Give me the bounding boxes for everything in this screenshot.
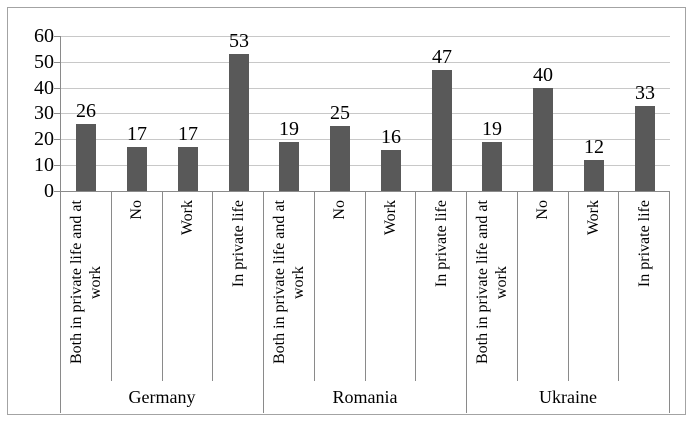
y-tick-label: 20: [34, 128, 54, 150]
category-cell: In private life: [213, 192, 263, 381]
gridline: [61, 62, 670, 63]
category-cell: In private life: [619, 192, 669, 381]
bar: [432, 70, 452, 191]
category-cell: No: [518, 192, 569, 381]
category-cell: Work: [366, 192, 417, 381]
gridline: [61, 165, 670, 166]
category-label: Work: [178, 200, 196, 236]
y-axis-tick: [54, 62, 60, 63]
bar: [482, 142, 502, 191]
country-label: Romania: [332, 386, 398, 407]
bar: [229, 54, 249, 191]
gridline: [61, 88, 670, 89]
category-label: Both in private life and at work: [67, 200, 104, 365]
bar: [584, 160, 604, 191]
x-axis-area: Both in private life and at work No Work In…: [60, 192, 670, 413]
category-cell: No: [315, 192, 366, 381]
y-tick-label: 50: [34, 51, 54, 73]
bar-value-label: 33: [635, 82, 655, 104]
category-label: In private life: [229, 200, 247, 288]
y-axis-tick: [54, 88, 60, 89]
plot-area: 26 17 17 53 19 25 16 47 19 40 12 33: [54, 31, 670, 192]
gridline: [61, 36, 670, 37]
category-label: Work: [381, 200, 399, 236]
bar-value-label: 26: [76, 100, 96, 122]
country-group: Both in private life and at work No Work In…: [467, 192, 670, 413]
bar: [533, 88, 553, 191]
category-cell: Work: [569, 192, 620, 381]
y-tick-label: 40: [34, 77, 54, 99]
bar-value-label: 19: [482, 118, 502, 140]
bar-value-label: 12: [584, 136, 604, 158]
category-cell: Work: [163, 192, 214, 381]
category-label: In private life: [635, 200, 653, 288]
bar-value-label: 19: [279, 118, 299, 140]
bar: [178, 147, 198, 191]
category-row: Both in private life and at work No Work In…: [467, 192, 669, 381]
bar: [279, 142, 299, 191]
bar-value-label: 53: [229, 30, 249, 52]
y-axis-tick: [54, 113, 60, 114]
bar-value-label: 17: [127, 123, 147, 145]
gridline: [61, 139, 670, 140]
bar-value-label: 25: [330, 102, 350, 124]
category-label: No: [331, 200, 349, 220]
category-cell: Both in private life and at work: [467, 192, 518, 381]
category-cell: No: [112, 192, 163, 381]
y-tick-label: 60: [34, 25, 54, 47]
y-axis-tick: [54, 191, 60, 192]
country-group: Both in private life and at work No Work In…: [61, 192, 264, 413]
country-label: Germany: [128, 386, 196, 407]
category-row: Both in private life and at work No Work In…: [61, 192, 263, 381]
category-cell: In private life: [416, 192, 466, 381]
category-cell: Both in private life and at work: [264, 192, 315, 381]
category-label: No: [128, 200, 146, 220]
bar-value-label: 16: [381, 126, 401, 148]
country-group: Both in private life and at work No Work In…: [264, 192, 467, 413]
y-axis-tick: [54, 139, 60, 140]
category-label: Both in private life and at work: [270, 200, 307, 365]
y-axis-tick: [54, 165, 60, 166]
bar-value-label: 40: [533, 64, 553, 86]
country-label: Ukraine: [539, 386, 597, 407]
bar: [330, 126, 350, 191]
bar-value-label: 47: [432, 46, 452, 68]
bar: [381, 150, 401, 191]
category-label: In private life: [432, 200, 450, 288]
bar: [635, 106, 655, 191]
gridline: [61, 113, 670, 114]
bar-value-label: 17: [178, 123, 198, 145]
bar: [127, 147, 147, 191]
chart-frame: 26 17 17 53 19 25 16 47 19 40 12 33 0 10 20 30 40 50 60 B…: [7, 7, 686, 415]
category-cell: Both in private life and at work: [61, 192, 112, 381]
category-label: Both in private life and at work: [473, 200, 510, 365]
bar: [76, 124, 96, 191]
category-label: Work: [584, 200, 602, 236]
category-label: No: [534, 200, 552, 220]
category-row: Both in private life and at work No Work In…: [264, 192, 466, 381]
y-tick-label: 30: [34, 102, 54, 124]
y-tick-label: 10: [34, 154, 54, 176]
y-axis-tick: [54, 36, 60, 37]
y-tick-label: 0: [44, 180, 54, 202]
